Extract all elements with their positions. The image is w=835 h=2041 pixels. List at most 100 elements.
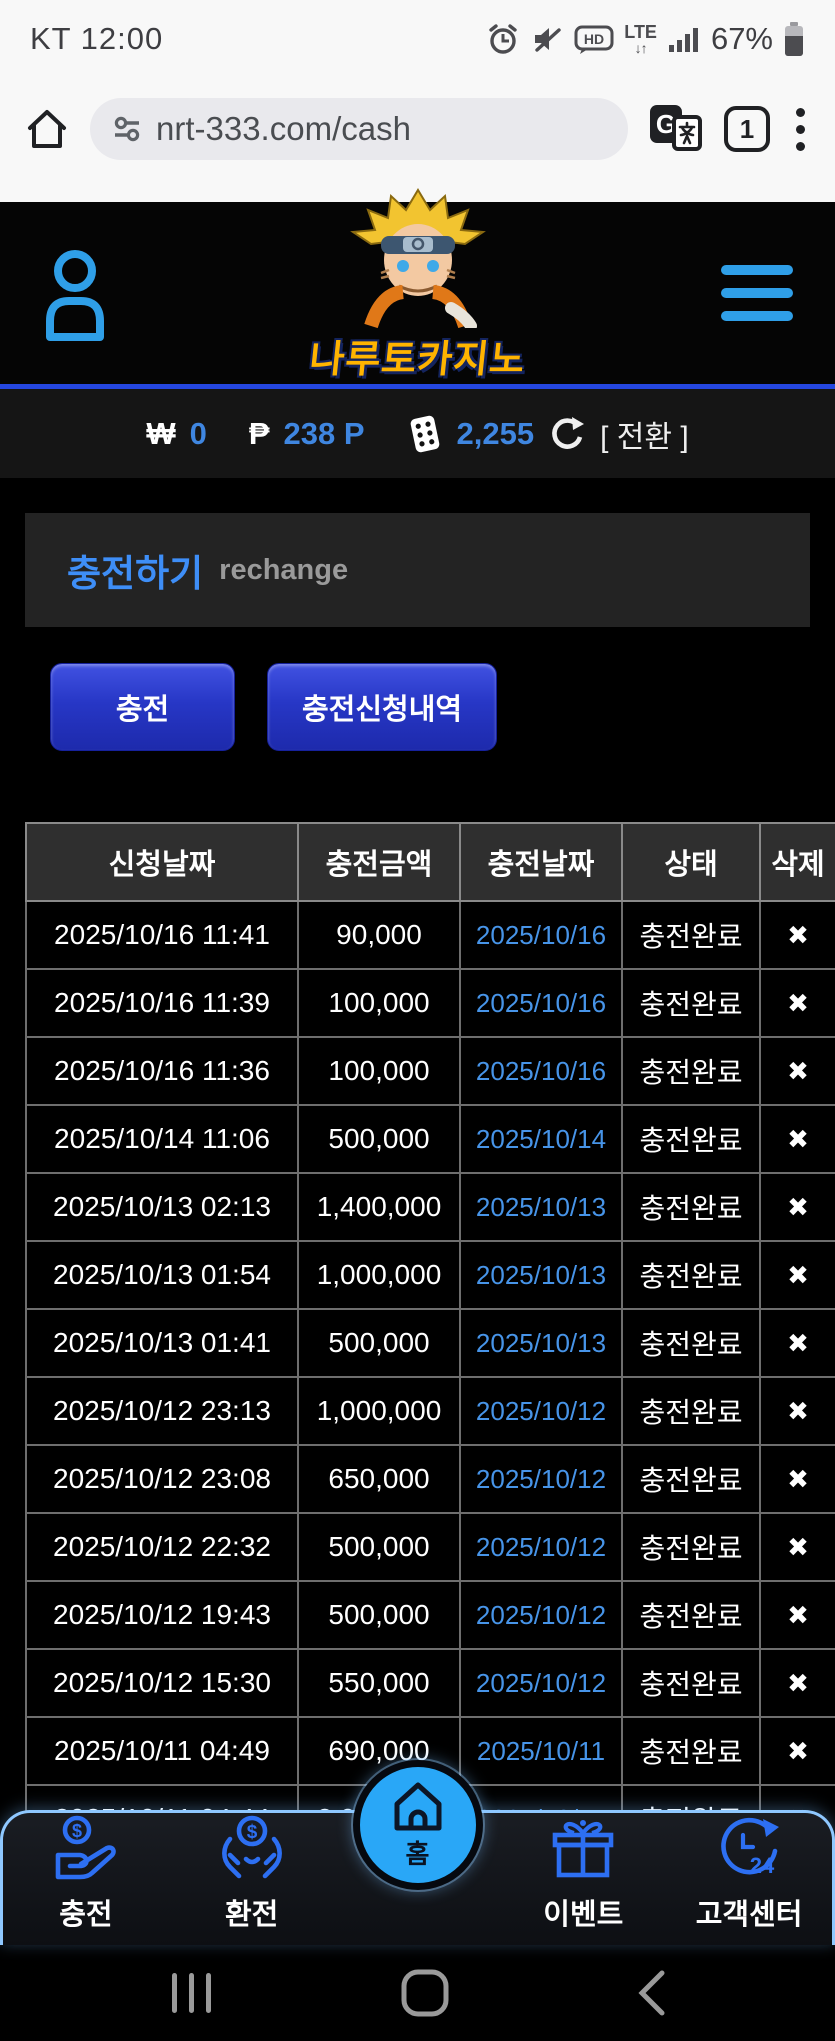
delete-button[interactable]: ✖ [787, 1124, 809, 1154]
delete-cell: ✖ [759, 900, 835, 970]
translate-icon[interactable]: G [648, 103, 704, 155]
tab-switcher-button[interactable]: 1 [724, 106, 770, 152]
deposit-date-link[interactable]: 2025/10/12 [475, 1668, 607, 1698]
peso-symbol: ₱ [248, 415, 270, 451]
deposit-date-link[interactable]: 2025/10/13 [475, 1260, 607, 1290]
recharge-history-table: 신청날짜 충전금액 충전날짜 상태 삭제 2025/10/16 11:41 90… [25, 822, 835, 1922]
naruto-character-image [349, 188, 486, 328]
recharge-button[interactable]: 충전 [50, 663, 235, 751]
back-button-icon[interactable] [636, 1969, 666, 2017]
nav-label-deposit: 충전 [59, 1899, 113, 1931]
delete-button[interactable]: ✖ [787, 1056, 809, 1086]
home-icon [389, 1780, 447, 1832]
delete-button[interactable]: ✖ [787, 1668, 809, 1698]
deposit-date-link[interactable]: 2025/10/11 [476, 1736, 606, 1766]
refresh-icon[interactable] [548, 415, 586, 453]
delete-cell: ✖ [759, 1716, 835, 1786]
request-date-cell: 2025/10/13 01:54 [25, 1240, 299, 1310]
col-amount: 충전금액 [297, 822, 461, 902]
delete-button[interactable]: ✖ [787, 988, 809, 1018]
deposit-date-link[interactable]: 2025/10/13 [475, 1192, 607, 1222]
request-date-cell: 2025/10/12 22:32 [25, 1512, 299, 1582]
delete-button[interactable]: ✖ [787, 1600, 809, 1630]
nav-item-deposit[interactable]: $ 충전 [3, 1813, 169, 1945]
nav-item-exchange[interactable]: $ 환전 [169, 1813, 335, 1945]
delete-button[interactable]: ✖ [787, 1464, 809, 1494]
status-cell: 충전완료 [621, 1444, 761, 1514]
deposit-date-cell: 2025/10/13 [459, 1172, 623, 1242]
amount-cell: 500,000 [297, 1104, 461, 1174]
amount-cell: 90,000 [297, 900, 461, 970]
url-bar[interactable]: nrt-333.com/cash [90, 98, 628, 160]
browser-toolbar: nrt-333.com/cash G 1 [0, 78, 835, 202]
deposit-date-link[interactable]: 2025/10/12 [475, 1396, 607, 1426]
nav-item-support[interactable]: 24 고객센터 [666, 1813, 832, 1945]
deposit-date-cell: 2025/10/13 [459, 1308, 623, 1378]
site-logo[interactable]: 나루토카지노 [298, 188, 538, 383]
points-amount: 2,255 [456, 415, 535, 451]
col-status: 상태 [621, 822, 761, 902]
amount-cell: 550,000 [297, 1648, 461, 1718]
profile-icon[interactable] [42, 245, 108, 341]
home-button-icon[interactable] [400, 1968, 450, 2018]
delete-button[interactable]: ✖ [787, 920, 809, 950]
deposit-date-cell: 2025/10/11 [459, 1716, 623, 1786]
table-row: 2025/10/16 11:39 100,000 2025/10/16 충전완료… [25, 968, 835, 1038]
deposit-date-cell: 2025/10/12 [459, 1580, 623, 1650]
deposit-date-link[interactable]: 2025/10/16 [475, 920, 607, 950]
amount-cell: 1,000,000 [297, 1376, 461, 1446]
nav-item-event[interactable]: 이벤트 [500, 1813, 666, 1945]
deposit-date-link[interactable]: 2025/10/14 [475, 1124, 607, 1154]
deposit-date-link[interactable]: 2025/10/16 [475, 1056, 607, 1086]
delete-cell: ✖ [759, 1240, 835, 1310]
delete-button[interactable]: ✖ [787, 1260, 809, 1290]
gift-icon [547, 1815, 619, 1881]
status-cell: 충전완료 [621, 1580, 761, 1650]
browser-menu-icon[interactable] [790, 107, 811, 151]
hamburger-menu-icon[interactable] [721, 265, 793, 321]
deposit-date-cell: 2025/10/12 [459, 1648, 623, 1718]
request-date-cell: 2025/10/16 11:41 [25, 900, 299, 970]
request-date-cell: 2025/10/13 02:13 [25, 1172, 299, 1242]
delete-button[interactable]: ✖ [787, 1192, 809, 1222]
url-text[interactable]: nrt-333.com/cash [156, 110, 411, 147]
deposit-date-link[interactable]: 2025/10/13 [475, 1328, 607, 1358]
alarm-icon [486, 22, 520, 56]
table-row: 2025/10/12 23:13 1,000,000 2025/10/12 충전… [25, 1376, 835, 1446]
deposit-date-link[interactable]: 2025/10/12 [475, 1464, 607, 1494]
delete-cell: ✖ [759, 1036, 835, 1106]
nav-label-exchange: 환전 [225, 1899, 279, 1931]
table-row: 2025/10/14 11:06 500,000 2025/10/14 충전완료… [25, 1104, 835, 1174]
delete-button[interactable]: ✖ [787, 1396, 809, 1426]
delete-cell: ✖ [759, 1308, 835, 1378]
recharge-history-button[interactable]: 충전신청내역 [267, 663, 498, 751]
support-24h-icon: 24 [713, 1815, 785, 1881]
deposit-date-cell: 2025/10/14 [459, 1104, 623, 1174]
amount-cell: 500,000 [297, 1308, 461, 1378]
won-symbol: ₩ [146, 415, 176, 451]
delete-button[interactable]: ✖ [787, 1328, 809, 1358]
deposit-date-link[interactable]: 2025/10/16 [475, 988, 607, 1018]
recents-button-icon[interactable] [170, 1969, 214, 2017]
amount-cell: 1,400,000 [297, 1172, 461, 1242]
delete-button[interactable]: ✖ [787, 1736, 809, 1766]
delete-button[interactable]: ✖ [787, 1532, 809, 1562]
request-date-cell: 2025/10/13 01:41 [25, 1308, 299, 1378]
deposit-date-link[interactable]: 2025/10/12 [475, 1532, 607, 1562]
delete-cell: ✖ [759, 968, 835, 1038]
request-date-cell: 2025/10/12 15:30 [25, 1648, 299, 1718]
deposit-date-cell: 2025/10/16 [459, 968, 623, 1038]
deposit-date-cell: 2025/10/16 [459, 1036, 623, 1106]
amount-cell: 650,000 [297, 1444, 461, 1514]
request-date-cell: 2025/10/11 04:49 [25, 1716, 299, 1786]
svg-text:$: $ [246, 1822, 257, 1843]
deposit-date-link[interactable]: 2025/10/12 [475, 1600, 607, 1630]
site-settings-icon[interactable] [112, 114, 142, 144]
convert-button[interactable]: [ 전환 ] [600, 420, 689, 454]
won-amount: 0 [189, 415, 207, 451]
carrier-time: KT 12:00 [30, 21, 164, 56]
browser-home-icon[interactable] [24, 106, 70, 152]
nav-item-home[interactable]: 홈 [352, 1760, 483, 1890]
table-row: 2025/10/13 01:41 500,000 2025/10/13 충전완료… [25, 1308, 835, 1378]
table-row: 2025/10/13 02:13 1,400,000 2025/10/13 충전… [25, 1172, 835, 1242]
